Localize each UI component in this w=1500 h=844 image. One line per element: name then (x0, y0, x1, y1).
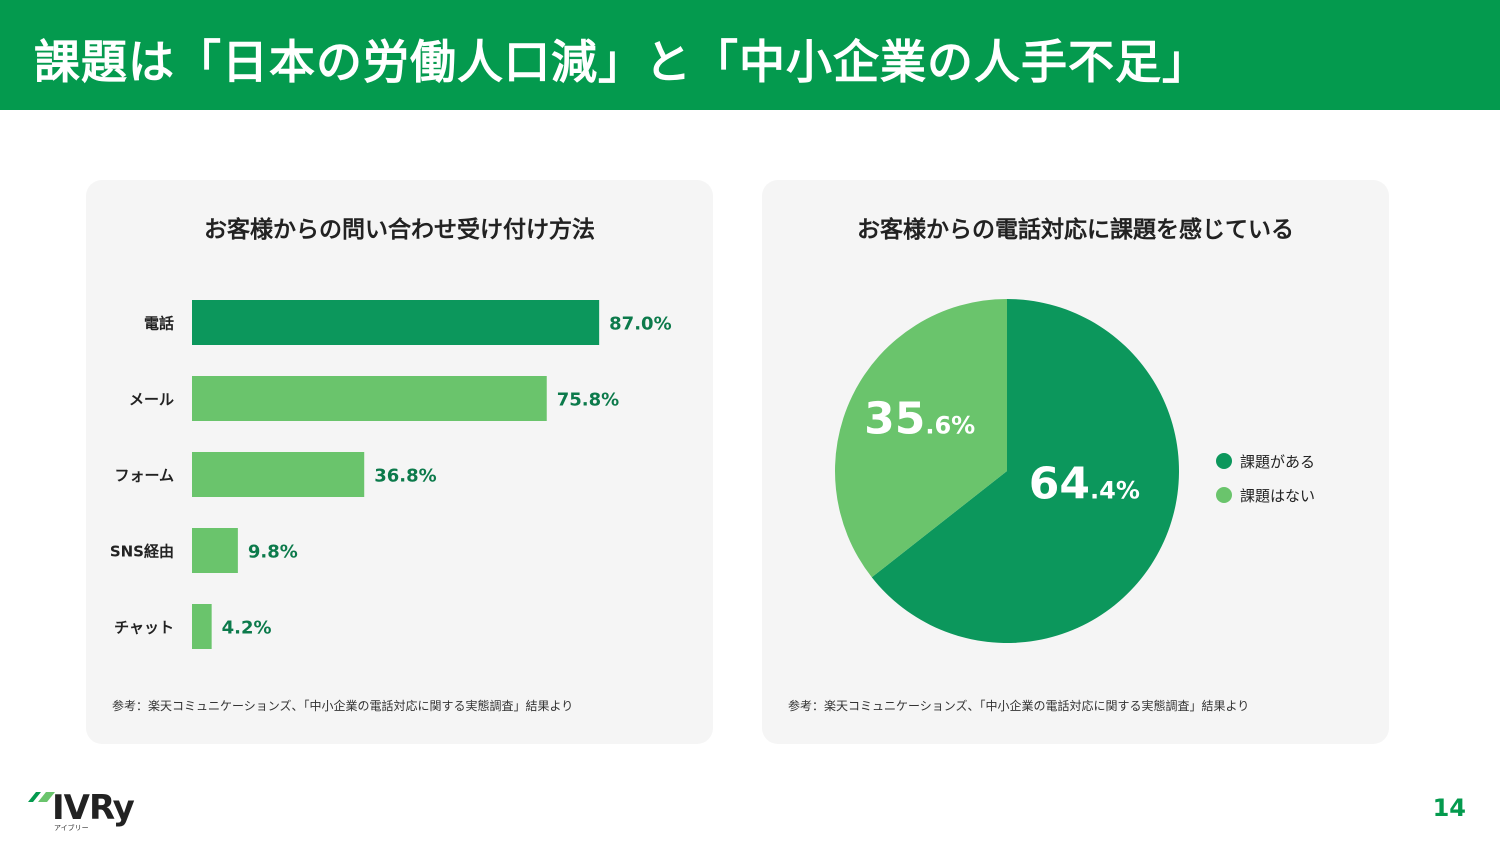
legend-item-no-issue: 課題はない (1216, 478, 1315, 512)
bar-value-label: 9.8% (248, 542, 298, 563)
bar-category-label: フォーム (114, 467, 174, 485)
pie-legend: 課題がある 課題はない (1216, 444, 1315, 512)
pie-chart: 64.4% 35.6% (835, 299, 1179, 644)
bar-value-label: 75.8% (557, 390, 619, 411)
bar (192, 300, 600, 345)
bar (192, 376, 547, 421)
bar-category-label: 電話 (144, 315, 174, 333)
bar-category-label: SNS経由 (110, 543, 174, 561)
bar-chart-title: お客様からの問い合わせ受け付け方法 (204, 217, 595, 243)
slide-title: 課題は「日本の労働人口減」と「中小企業の人手不足」 (34, 35, 1209, 89)
bar (192, 452, 365, 497)
bar-chart: 電話 87.0% メール 75.8% フォーム 36.8% SNS経由 9.8% チャット 4.2… (110, 300, 672, 649)
bar-chart-card: お客様からの問い合わせ受け付け方法 電話 87.0% メール 75.8% フォーム 36.… (86, 180, 713, 744)
bar-value-label: 4.2% (222, 618, 272, 639)
bar (192, 528, 238, 573)
pie-slice (871, 299, 1179, 644)
pie-chart-source: 参考：楽天コミュニケーションズ、「中小企業の電話対応に関する実態調査」結果より (788, 699, 1250, 713)
bar-category-label: チャット (114, 619, 174, 637)
bar-chart-source: 参考：楽天コミュニケーションズ、「中小企業の電話対応に関する実態調査」結果より (112, 699, 574, 713)
pie-slice-label: 35.6% (864, 393, 975, 444)
pie-slice-label: 64.4% (1029, 459, 1140, 510)
bar-value-label: 87.0% (609, 314, 671, 335)
bar-value-label: 36.8% (374, 466, 436, 487)
logo-text: IVRy (52, 788, 135, 828)
legend-dot-icon (1216, 487, 1232, 503)
legend-label: 課題がある (1240, 452, 1316, 471)
legend-item-has-issue: 課題がある (1216, 444, 1315, 478)
logo-subtext: アイブリー (54, 824, 89, 832)
legend-dot-icon (1216, 453, 1232, 469)
page-number: 14 (1432, 794, 1466, 822)
bar (192, 604, 212, 649)
pie-chart-title: お客様からの電話対応に課題を感じている (857, 217, 1294, 243)
logo-mark-icon (28, 792, 55, 802)
bar-category-label: メール (129, 391, 174, 409)
pie-chart-card: お客様からの電話対応に課題を感じている 64.4% 35.6% 課題がある 課題は… (762, 180, 1389, 744)
legend-label: 課題はない (1240, 486, 1316, 505)
pie-slice (835, 299, 1007, 578)
ivry-logo: IVRy アイブリー (24, 788, 144, 834)
slide-header: 課題は「日本の労働人口減」と「中小企業の人手不足」 (0, 0, 1500, 110)
